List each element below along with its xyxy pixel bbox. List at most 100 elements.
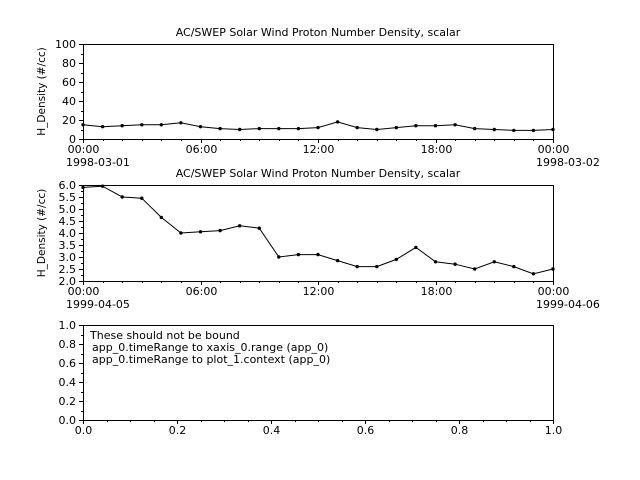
data-point <box>492 260 496 264</box>
data-point <box>355 125 359 130</box>
data-point <box>296 126 301 131</box>
data-point <box>120 124 124 128</box>
data-point <box>81 185 85 190</box>
x-tick-label: 0.4 <box>263 424 281 437</box>
x-tick-label: 0.6 <box>357 424 375 437</box>
data-point <box>512 128 516 133</box>
data-point <box>100 125 105 129</box>
y-tick-label: 5.5 <box>59 191 77 204</box>
y-tick-label: 2.0 <box>59 275 77 288</box>
data-line <box>82 185 554 275</box>
data-point <box>433 260 438 264</box>
annotation-line: app_0.timeRange to plot_1.context (app_0… <box>92 353 330 366</box>
y-tick-label: 0.6 <box>59 357 77 370</box>
data-point <box>179 231 183 235</box>
data-point <box>531 128 536 133</box>
data-point <box>335 258 340 263</box>
y-tick-label: 100 <box>55 38 76 51</box>
data-point <box>473 267 477 271</box>
data-point <box>453 262 457 266</box>
annotation-line: These should not be bound <box>89 329 240 342</box>
data-point <box>453 123 457 127</box>
data-point <box>414 245 418 250</box>
plot-0: AC/SWEP Solar Wind Proton Number Density… <box>36 26 600 169</box>
x-end-date: 1999-04-06 <box>536 298 600 311</box>
data-point <box>551 127 555 132</box>
data-point <box>179 121 183 125</box>
plot-1: AC/SWEP Solar Wind Proton Number Density… <box>36 167 600 311</box>
y-axis-label: H_Density (#/cc) <box>36 189 48 277</box>
data-point <box>159 123 163 127</box>
data-point <box>198 125 203 129</box>
x-tick-label: 12:00 <box>303 143 335 156</box>
data-point <box>551 267 555 271</box>
data-point <box>316 252 320 257</box>
data-point <box>81 123 85 127</box>
x-end-date: 1998-03-02 <box>536 156 600 169</box>
y-tick-label: 3.0 <box>59 251 77 264</box>
y-tick-label: 6.0 <box>59 179 77 192</box>
x-tick-label: 06:00 <box>186 143 218 156</box>
x-tick-label: 00:00 <box>538 143 570 156</box>
data-point <box>473 126 477 131</box>
x-tick-label: 0.2 <box>169 424 187 437</box>
data-point <box>335 120 340 124</box>
plot-area-1[interactable] <box>83 185 554 282</box>
y-tick-label: 20 <box>62 114 76 127</box>
y-tick-label: 80 <box>62 57 76 70</box>
y-tick-label: 0.2 <box>59 395 77 408</box>
data-point <box>140 196 144 200</box>
y-tick-label: 60 <box>62 76 76 89</box>
data-point <box>375 264 379 269</box>
x-tick-label: 00:00 <box>68 143 100 156</box>
data-point <box>140 123 144 127</box>
data-point <box>433 124 438 128</box>
annotation-line: app_0.timeRange to xaxis_0.range (app_0) <box>92 341 328 354</box>
data-point <box>531 272 536 276</box>
data-point <box>238 224 242 228</box>
data-point <box>257 226 261 230</box>
y-tick-label: 5.0 <box>59 203 77 216</box>
data-point <box>218 126 222 131</box>
data-point <box>100 184 105 188</box>
y-tick-label: 40 <box>62 95 76 108</box>
x-start-date: 1999-04-05 <box>66 298 130 311</box>
x-tick-label: 18:00 <box>421 143 453 156</box>
y-tick-label: 0.8 <box>59 338 77 351</box>
chart-title: AC/SWEP Solar Wind Proton Number Density… <box>176 26 461 39</box>
x-tick-label: 0.0 <box>75 424 93 437</box>
x-tick-label: 00:00 <box>538 285 570 298</box>
data-point <box>492 127 496 132</box>
y-tick-label: 4.0 <box>59 227 77 240</box>
data-point <box>277 126 281 131</box>
chart-title: AC/SWEP Solar Wind Proton Number Density… <box>176 167 461 180</box>
y-tick-label: 2.5 <box>59 263 77 276</box>
x-tick-label: 0.8 <box>451 424 469 437</box>
x-start-date: 1998-03-01 <box>66 156 130 169</box>
data-point <box>296 252 301 257</box>
data-point <box>414 124 418 128</box>
y-tick-label: 1.0 <box>59 319 77 332</box>
data-point <box>238 127 242 132</box>
data-point <box>277 255 281 259</box>
data-point <box>394 257 398 262</box>
x-tick-label: 06:00 <box>186 285 218 298</box>
data-point <box>198 230 203 234</box>
y-axis-label: H_Density (#/cc) <box>36 47 48 135</box>
data-point <box>316 125 320 130</box>
data-point <box>355 264 359 269</box>
data-point <box>159 215 163 220</box>
data-point <box>257 126 261 131</box>
y-tick-label: 0 <box>69 133 76 146</box>
y-tick-label: 0.4 <box>59 376 77 389</box>
y-tick-label: 3.5 <box>59 239 77 252</box>
x-tick-label: 00:00 <box>68 285 100 298</box>
x-tick-label: 12:00 <box>303 285 335 298</box>
x-tick-label: 1.0 <box>545 424 563 437</box>
data-point <box>218 228 222 233</box>
data-point <box>512 264 516 269</box>
x-tick-label: 18:00 <box>421 285 453 298</box>
y-tick-label: 0.0 <box>59 414 77 427</box>
